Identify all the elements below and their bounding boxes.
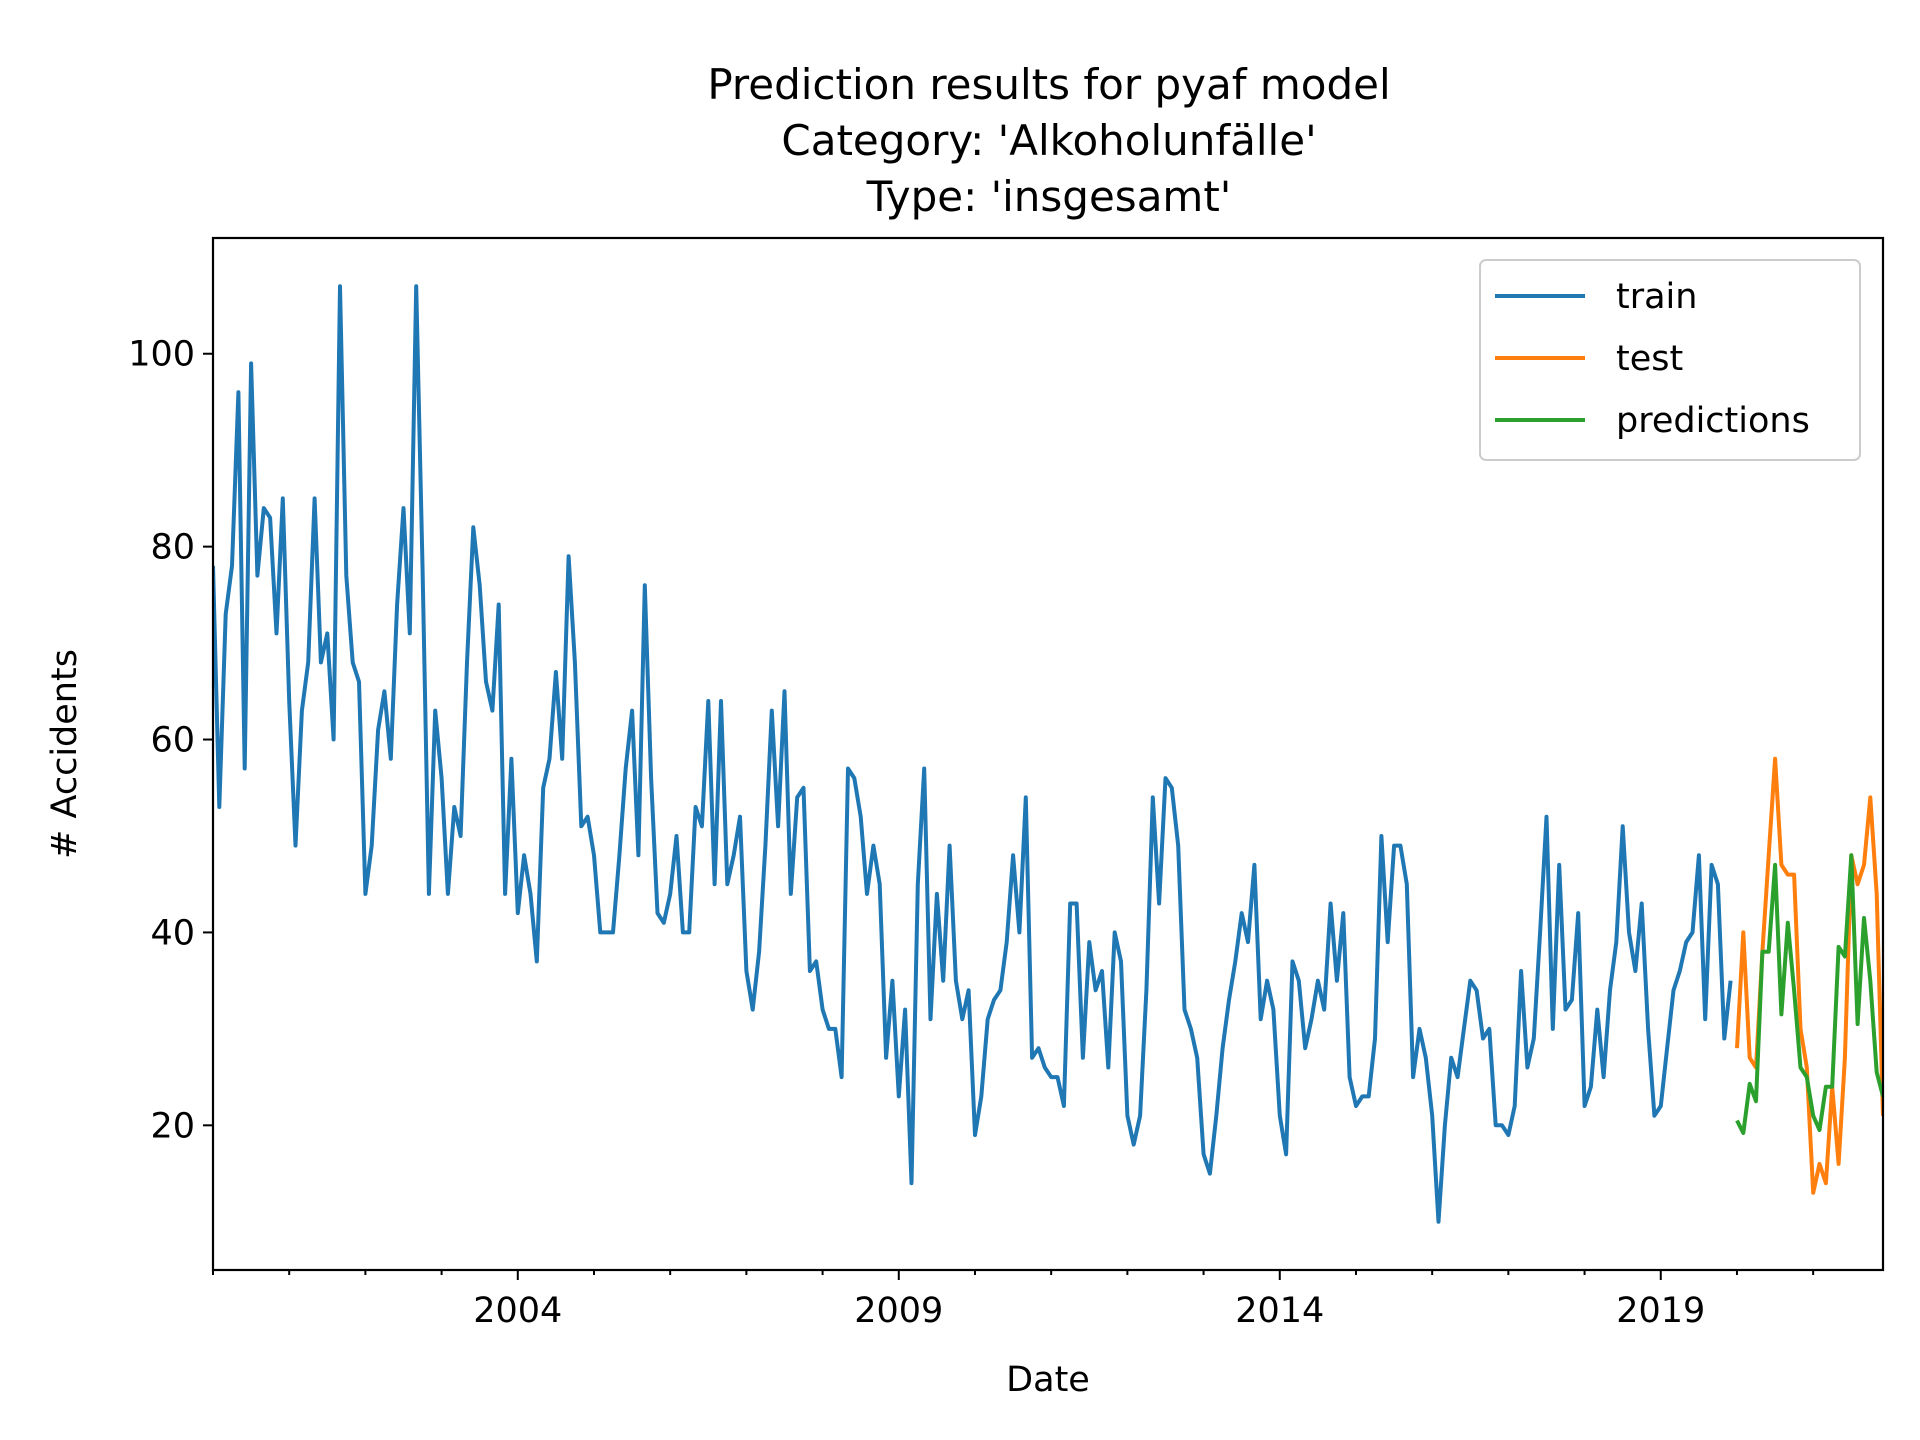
x-tick-label: 2019 (1616, 1291, 1705, 1331)
x-tick-label: 2009 (854, 1291, 943, 1331)
title-line-3: Type: 'insgesamt' (866, 172, 1232, 221)
y-axis-label: # Accidents (45, 649, 85, 859)
x-tick-label: 2014 (1235, 1291, 1324, 1331)
x-axis-label: Date (1006, 1360, 1090, 1400)
legend: train test predictions (1479, 259, 1861, 461)
chart-title: Prediction results for pyaf model Catego… (707, 60, 1390, 221)
series-line-train (213, 284, 1733, 1224)
y-tick-label: 60 (150, 721, 195, 761)
legend-label-train: train (1616, 277, 1697, 317)
y-axis-ticks: 20 40 60 80 100 (128, 335, 213, 1146)
legend-label-test: test (1616, 339, 1683, 379)
plot-frame (211, 236, 1885, 1272)
x-axis-ticks: 2004 2009 2014 2019 (212, 1270, 1815, 1331)
series-layer (213, 284, 1883, 1224)
y-tick-label: 40 (150, 913, 195, 953)
y-tick-label: 20 (150, 1106, 195, 1146)
series-line-predictions (1735, 853, 1883, 1135)
title-line-1: Prediction results for pyaf model (707, 60, 1390, 109)
title-line-2: Category: 'Alkoholunfälle' (781, 116, 1316, 165)
y-tick-label: 80 (150, 528, 195, 568)
y-tick-label: 100 (128, 335, 195, 375)
x-tick-label: 2004 (473, 1291, 562, 1331)
legend-label-predictions: predictions (1616, 401, 1810, 441)
legend-box (1479, 259, 1861, 461)
